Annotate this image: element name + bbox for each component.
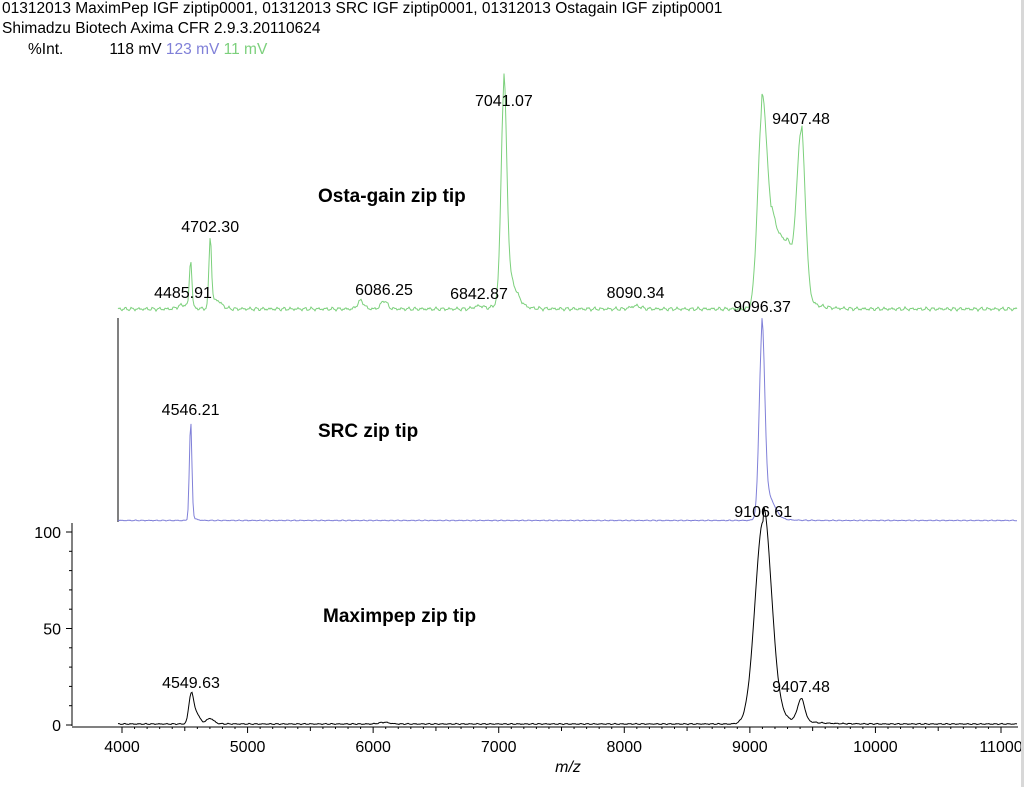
spectrum-file-list: 01312013 MaximPep IGF ziptip0001, 013120… [2,0,723,17]
osta-gain-trace [117,73,1018,313]
peak-label-9096-37: 9096.37 [733,299,791,316]
intensity-scale-row: %Int. 118 mV 123 mV 11 mV [28,41,267,59]
x-tick-label: 11000 [979,739,1022,756]
window-edge [1021,0,1024,787]
x-tick-label: 4000 [104,739,140,756]
peak-label-7041-07: 7041.07 [475,93,533,110]
y-tick-label: 100 [34,525,61,542]
peak-label-4485-91: 4485.91 [154,285,212,302]
peak-label-8090-34: 8090.34 [607,285,665,302]
series-label-maximpep: Maximpep zip tip [323,606,476,627]
x-axis-ticks: 4000 5000 6000 7000 8000 9000 10000 11000 [104,727,1023,756]
x-tick-label: 8000 [606,739,642,756]
peak-label-4702-30: 4702.30 [181,219,239,236]
scale-blue: 123 mV [165,41,220,58]
peak-label-9407-48: 9407.48 [772,111,830,128]
x-tick-label: 6000 [355,739,391,756]
intensity-label: %Int. [28,41,64,58]
series-label-osta-gain: Osta-gain zip tip [318,186,466,207]
x-axis-label: m/z [555,759,581,776]
src-trace [117,318,1018,522]
instrument-info: Shimadzu Biotech Axima CFR 2.9.3.2011062… [2,20,321,37]
peak-label-9407-48: 9407.48 [772,679,830,696]
peak-label-9106-61: 9106.61 [734,504,792,521]
peak-label-4546-21: 4546.21 [162,402,220,419]
peak-label-6086-25: 6086.25 [355,282,413,299]
peak-label-4549-63: 4549.63 [162,675,220,692]
x-tick-label: 5000 [230,739,266,756]
y-tick-label: 50 [43,622,61,639]
peak-labels: 4549.63 9106.61 9407.48 4546.21 9096.37 4485.… [154,93,830,696]
series-label-src: SRC zip tip [318,421,418,442]
x-tick-label: 9000 [732,739,768,756]
x-tick-label: 7000 [481,739,517,756]
x-tick-label: 10000 [853,739,898,756]
y-tick-label: 0 [52,718,61,735]
y-axis-ticks: 0 50 100 [34,525,72,735]
scale-green: 11 mV [223,41,268,58]
peak-label-6842-87: 6842.87 [450,286,508,303]
maximpep-trace [117,506,1018,726]
scale-black: 118 mV [109,41,162,58]
